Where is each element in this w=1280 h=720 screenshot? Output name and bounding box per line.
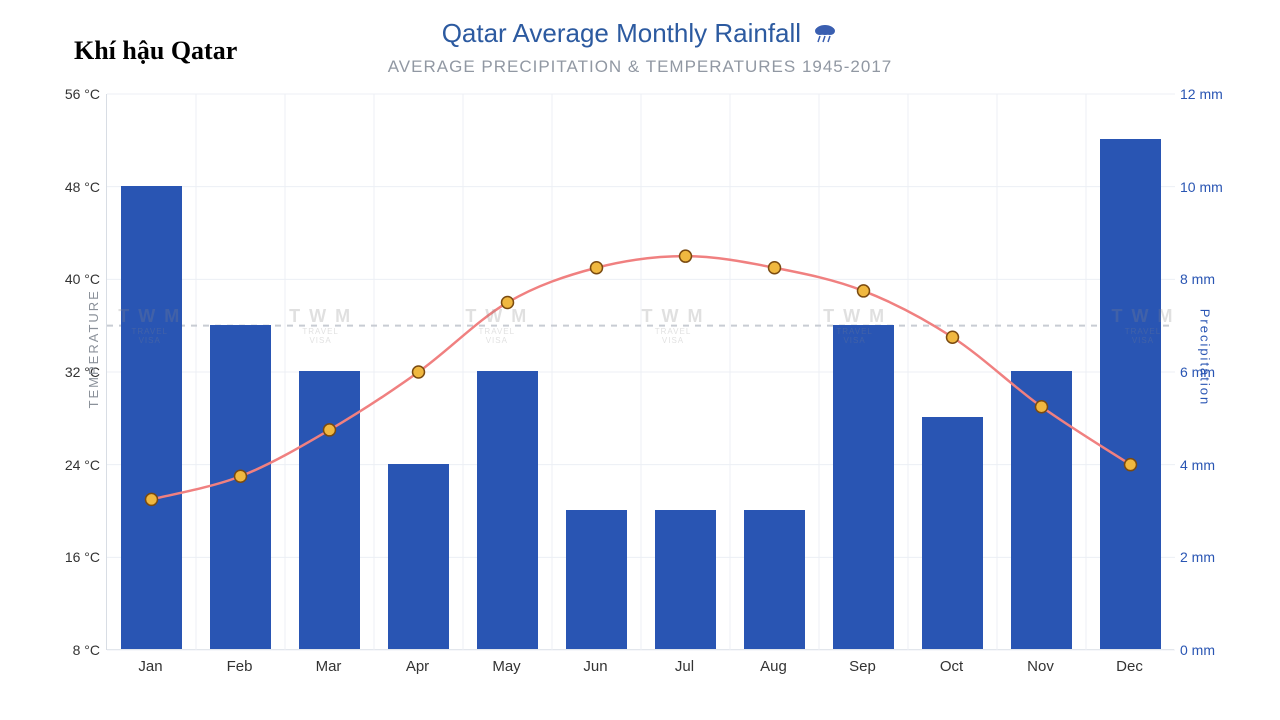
y1-tick: 48 °C: [65, 179, 100, 195]
x-tick-label: Aug: [760, 658, 787, 675]
overlay-title: Khí hậu Qatar: [74, 36, 237, 66]
temperature-marker: [1036, 401, 1048, 413]
chart-container: 8 °C16 °C24 °C32 °C40 °C48 °C56 °C T W M…: [54, 94, 1226, 684]
x-axis-labels: Jan Feb Mar Apr May Jun Jul Aug Sep Oct Nov Dec: [106, 654, 1174, 684]
plot-area: T W MTRAVELVISAT W MTRAVELVISAT W MTRAVE…: [106, 94, 1174, 650]
temperature-marker: [235, 470, 247, 482]
y2-tick: 4 mm: [1180, 457, 1215, 473]
y2-tick: 2 mm: [1180, 549, 1215, 565]
x-tick-label: May: [492, 658, 520, 675]
x-tick-label: Feb: [227, 658, 253, 675]
temperature-line: [152, 256, 1131, 499]
x-tick-label: Jun: [583, 658, 607, 675]
y1-tick: 16 °C: [65, 549, 100, 565]
line-layer: [107, 94, 1175, 650]
temperature-marker: [413, 366, 425, 378]
y2-tick: 10 mm: [1180, 179, 1223, 195]
chart-title-text: Qatar Average Monthly Rainfall: [442, 18, 801, 48]
temperature-marker: [947, 331, 959, 343]
temperature-marker: [591, 262, 603, 274]
temperature-marker: [324, 424, 336, 436]
temperature-marker: [502, 297, 514, 309]
y1-tick: 8 °C: [73, 642, 100, 658]
temperature-marker: [858, 285, 870, 297]
x-tick-label: Dec: [1116, 658, 1143, 675]
y2-tick: 8 mm: [1180, 271, 1215, 287]
y2-tick: 12 mm: [1180, 86, 1223, 102]
x-tick-label: Oct: [940, 658, 963, 675]
y1-tick: 56 °C: [65, 86, 100, 102]
temperature-marker: [1125, 459, 1137, 471]
x-tick-label: Apr: [406, 658, 429, 675]
x-tick-label: Jan: [138, 658, 162, 675]
x-tick-label: Mar: [316, 658, 342, 675]
x-tick-label: Nov: [1027, 658, 1054, 675]
y2-tick: 0 mm: [1180, 642, 1215, 658]
y1-tick: 40 °C: [65, 271, 100, 287]
y1-axis-label: TEMPERATURE: [86, 289, 101, 408]
y1-tick: 24 °C: [65, 457, 100, 473]
temperature-marker: [680, 250, 692, 262]
x-tick-label: Jul: [675, 658, 694, 675]
x-tick-label: Sep: [849, 658, 876, 675]
rain-cloud-icon: [812, 20, 838, 51]
y2-axis-label: Precipitation: [1198, 309, 1213, 407]
temperature-marker: [769, 262, 781, 274]
temperature-marker: [146, 493, 158, 505]
